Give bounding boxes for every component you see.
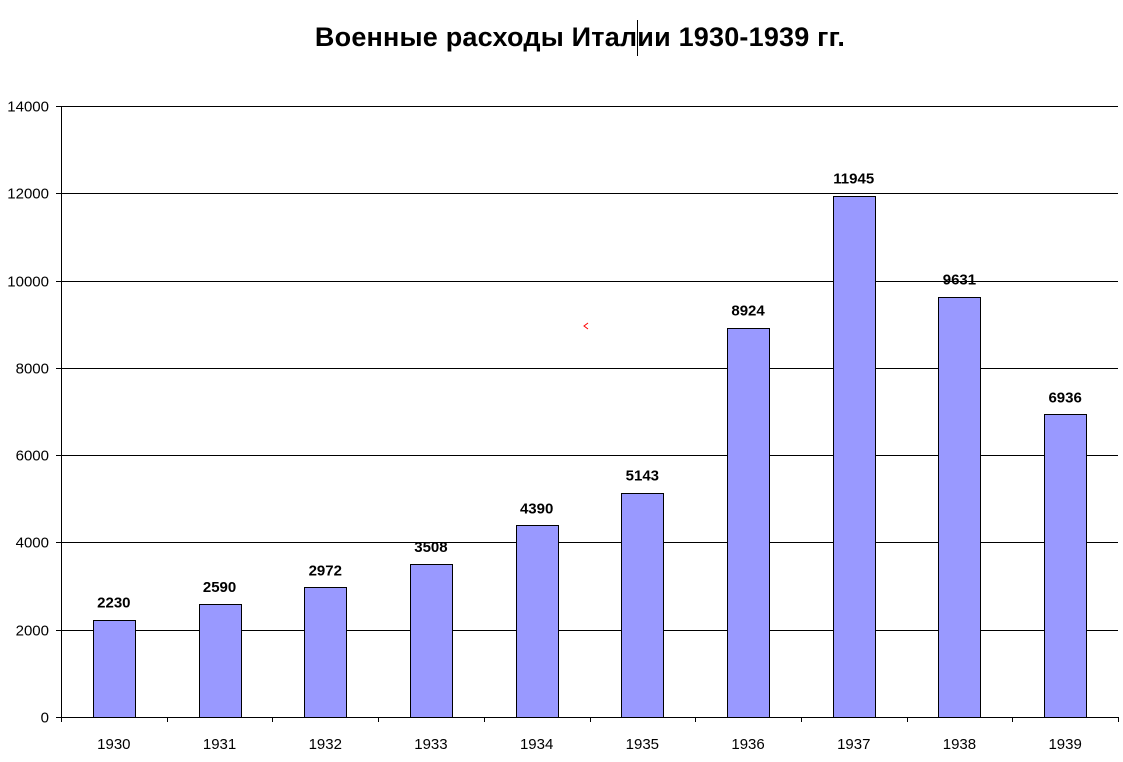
data-label-1938: 9631 xyxy=(943,272,976,289)
data-label-1937: 11945 xyxy=(833,171,874,188)
data-label-1933: 3508 xyxy=(414,539,447,556)
bars xyxy=(93,196,1087,718)
data-label-1939: 6936 xyxy=(1048,389,1081,406)
data-label-1936: 8924 xyxy=(731,303,765,320)
bar-1931 xyxy=(199,604,242,718)
bar-1936 xyxy=(727,328,770,718)
y-tick-label: 6000 xyxy=(16,448,49,465)
x-tick-label: 1935 xyxy=(626,736,659,753)
bar-1934 xyxy=(516,525,559,718)
data-label-1935: 5143 xyxy=(626,468,659,485)
data-label-1930: 2230 xyxy=(97,595,130,612)
text-cursor xyxy=(637,20,638,56)
x-tick-label: 1930 xyxy=(97,736,130,753)
x-tick-label: 1937 xyxy=(837,736,870,753)
y-tick-label: 10000 xyxy=(7,274,49,291)
y-tick-label: 8000 xyxy=(16,361,49,378)
x-tick-label: 1936 xyxy=(731,736,764,753)
bar-1930 xyxy=(93,620,136,718)
data-label-1931: 2590 xyxy=(203,579,236,596)
x-tick-label: 1938 xyxy=(943,736,976,753)
x-tick-label: 1934 xyxy=(520,736,553,753)
bar-1939 xyxy=(1044,414,1087,718)
y-tick-label: 4000 xyxy=(16,535,49,552)
labels: 2230 1930 2590 1931 2972 1932 3508 1933 4390 1934… xyxy=(7,99,1082,754)
data-label-1934: 4390 xyxy=(520,500,553,517)
bar-1935 xyxy=(621,493,664,718)
data-label-1932: 2972 xyxy=(309,562,342,579)
axes xyxy=(56,106,1119,722)
bar-1933 xyxy=(410,564,453,718)
x-tick-label: 1931 xyxy=(203,736,236,753)
bar-1938 xyxy=(938,297,981,718)
x-tick-label: 1939 xyxy=(1048,736,1081,753)
x-tick-label: 1933 xyxy=(414,736,447,753)
bar-1932 xyxy=(304,587,347,718)
y-tick-label: 14000 xyxy=(7,99,49,116)
x-tick-label: 1932 xyxy=(309,736,342,753)
bar-1937 xyxy=(833,196,876,718)
cursor-mark-icon xyxy=(583,322,589,330)
y-tick-label: 2000 xyxy=(16,623,49,640)
y-tick-label: 12000 xyxy=(7,186,49,203)
y-tick-label: 0 xyxy=(41,710,49,727)
chart-title: Военные расходы Италии 1930-1939 гг. xyxy=(314,22,846,52)
